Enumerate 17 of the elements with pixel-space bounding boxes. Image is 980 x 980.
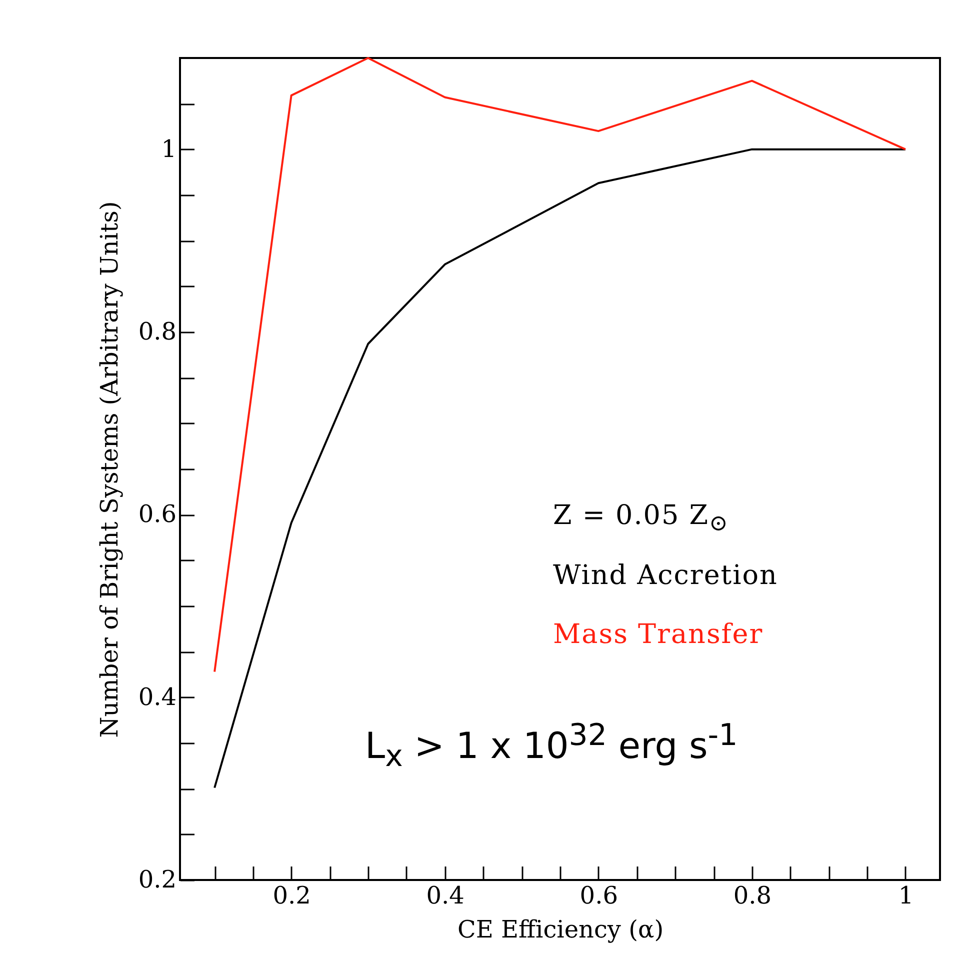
line-series (214, 57, 906, 673)
y-tick-label: 0.8 (138, 318, 176, 346)
y-axis-title: Number of Bright Systems (Arbitrary Units) (95, 201, 124, 738)
annotation: L$_{x}$ > 1 x 10$^{32}$ erg s$^{-1}$ (365, 718, 738, 774)
annotation: Z = 0.05 Z$_{⊙}$ (553, 500, 729, 536)
x-tick-label: 0.6 (580, 882, 618, 910)
text: Wind Accretion (553, 560, 778, 591)
x-tick-label: 0.8 (733, 882, 772, 910)
y-tick-label: 0.6 (138, 500, 176, 528)
x-tick-label: 0.2 (272, 882, 311, 910)
x-tick-label: 0.4 (426, 882, 464, 910)
x-tick-label: 1 (898, 882, 914, 910)
text: Mass Transfer (553, 619, 764, 650)
x-axis-title: CE Efficiency (α) (457, 916, 664, 944)
y-tick-label: 0.4 (138, 682, 176, 711)
y-tick-label: 1 (161, 134, 176, 163)
line-series (214, 148, 906, 789)
